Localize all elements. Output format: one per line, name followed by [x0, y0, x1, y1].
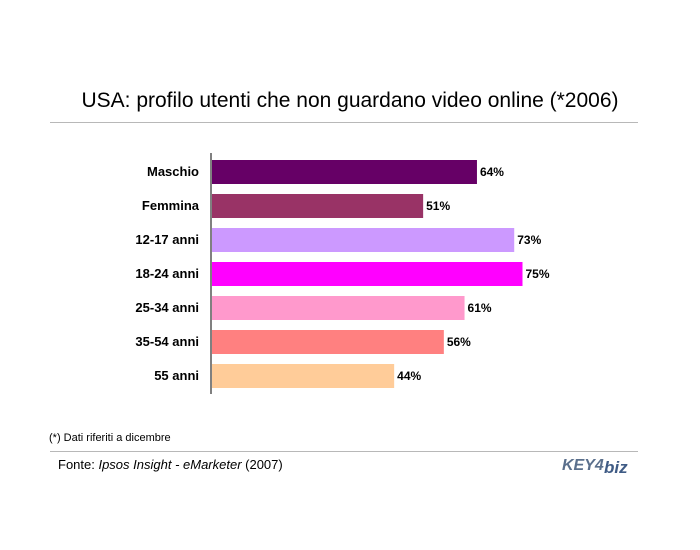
value-label: 56%: [447, 335, 471, 349]
value-label: 44%: [397, 369, 421, 383]
bar: [212, 160, 477, 184]
category-label: 12-17 anni: [135, 232, 199, 247]
value-label: 73%: [517, 233, 541, 247]
footnote: (*) Dati riferiti a dicembre: [49, 432, 171, 444]
source-suffix: (2007): [241, 457, 283, 472]
source-name: Ipsos Insight - eMarketer: [98, 457, 242, 472]
source-citation: Fonte: Ipsos Insight - eMarketer (2007): [58, 457, 283, 472]
bar: [212, 296, 465, 320]
category-label: 55 anni: [154, 368, 199, 383]
logo-part1: KEY4: [562, 457, 604, 474]
value-label: 64%: [480, 165, 504, 179]
source-prefix: Fonte:: [58, 457, 99, 472]
bar: [212, 228, 515, 252]
chart-title: USA: profilo utenti che non guardano vid…: [81, 89, 619, 112]
title-divider: [50, 122, 638, 123]
bar: [212, 330, 444, 354]
footer-divider: [50, 451, 638, 452]
category-label: 25-34 anni: [135, 300, 199, 315]
category-label: 18-24 anni: [135, 266, 199, 281]
key4biz-logo: KEY4 biz: [562, 457, 628, 477]
category-label: Femmina: [142, 198, 200, 213]
bar-chart: Maschio 64% Femmina 51% 12-17 anni 73% 18-24 a…: [135, 153, 550, 394]
value-label: 75%: [526, 267, 550, 281]
value-label: 51%: [426, 199, 450, 213]
category-label: Maschio: [147, 164, 199, 179]
bars-group: Maschio 64% Femmina 51% 12-17 anni 73% 18-24 a…: [135, 160, 550, 388]
bar: [212, 262, 523, 286]
bar: [212, 194, 424, 218]
category-label: 35-54 anni: [135, 334, 199, 349]
bar: [212, 364, 395, 388]
value-label: 61%: [468, 301, 492, 315]
logo-part2: biz: [604, 458, 628, 477]
